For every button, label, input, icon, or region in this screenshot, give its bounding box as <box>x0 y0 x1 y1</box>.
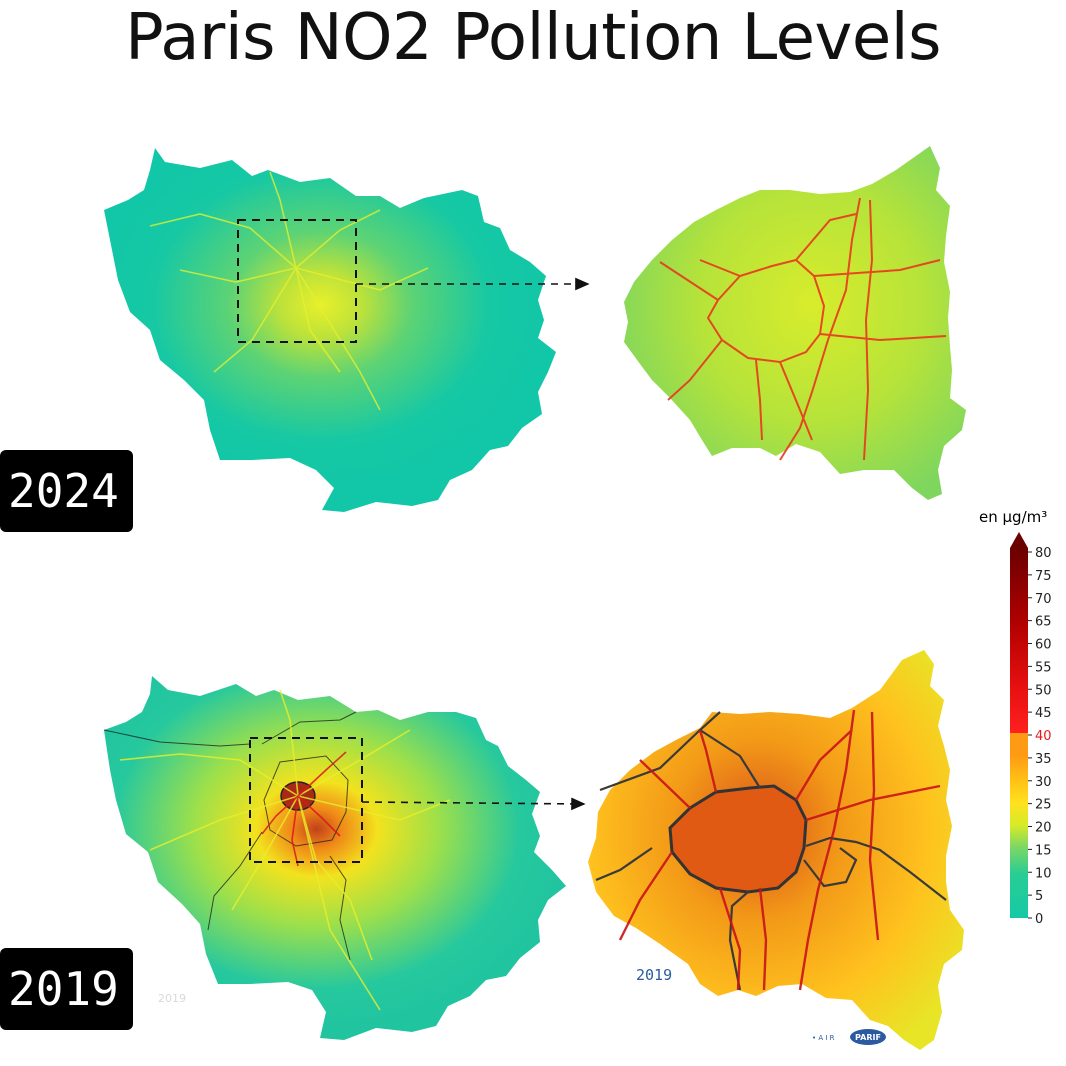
legend-tick-label: 5 <box>1035 889 1043 904</box>
legend-tick-label: 55 <box>1035 660 1052 675</box>
roads-2019-zoom <box>618 709 941 991</box>
legend-arrow-tip <box>1010 532 1028 548</box>
airparif-logo: • A I R PARIF <box>812 1029 886 1045</box>
commune-boundaries-2019 <box>103 711 357 961</box>
legend-tick-label: 80 <box>1035 546 1052 561</box>
legend-tick-label: 40 <box>1035 729 1052 744</box>
map-2019-region <box>103 676 586 1040</box>
legend-unit: en µg/m³ <box>979 508 1048 526</box>
legend-tick-label: 0 <box>1035 912 1043 927</box>
map-2019-zoom <box>588 650 964 1050</box>
legend-tick-label: 10 <box>1035 866 1052 881</box>
region-2024-shape <box>104 148 556 512</box>
paris-core-2019-zoom <box>668 784 808 894</box>
zoom-2024-shape <box>624 146 966 500</box>
roads-2019-region-core <box>261 751 347 867</box>
legend-tick-label: 35 <box>1035 752 1052 767</box>
legend-tick-label: 75 <box>1035 569 1052 584</box>
legend-tick-label: 60 <box>1035 638 1052 653</box>
legend-tick-label: 45 <box>1035 706 1052 721</box>
zoom-box-2024 <box>237 219 357 343</box>
legend-bar <box>1010 548 1028 918</box>
stamp-2019-zoom: 2019 <box>636 966 673 984</box>
legend-tick-label: 30 <box>1035 775 1052 790</box>
map-2024-region <box>104 148 590 512</box>
region-2019-shape <box>104 676 566 1040</box>
roads-2024-region <box>149 171 429 411</box>
legend-tick-label: 25 <box>1035 798 1052 813</box>
roads-2024-zoom <box>659 197 947 461</box>
logo-prefix: • A I R <box>812 1034 835 1042</box>
year-badge-2024: 2024 <box>0 450 133 532</box>
map-2024-zoom <box>624 146 966 500</box>
zoom-arrow-2019 <box>361 797 586 811</box>
legend-tick-label: 15 <box>1035 843 1052 858</box>
legend-tick-label: 50 <box>1035 683 1052 698</box>
legend-tick-label: 70 <box>1035 592 1052 607</box>
roads-2019-region <box>119 689 451 1011</box>
color-legend: en µg/m³ 80 75 70 65 60 55 50 45 40 35 30 25 20 15 10 5… <box>975 500 1066 940</box>
page-title: Paris NO2 Pollution Levels <box>125 1 941 75</box>
legend-tick-label: 65 <box>1035 615 1052 630</box>
legend-tick-label: 20 <box>1035 821 1052 836</box>
logo-text: PARIF <box>855 1033 881 1042</box>
stamp-2019-region: 2019 <box>158 992 186 1005</box>
zoom-box-2019 <box>249 737 363 863</box>
year-badge-2019: 2019 <box>0 948 133 1030</box>
